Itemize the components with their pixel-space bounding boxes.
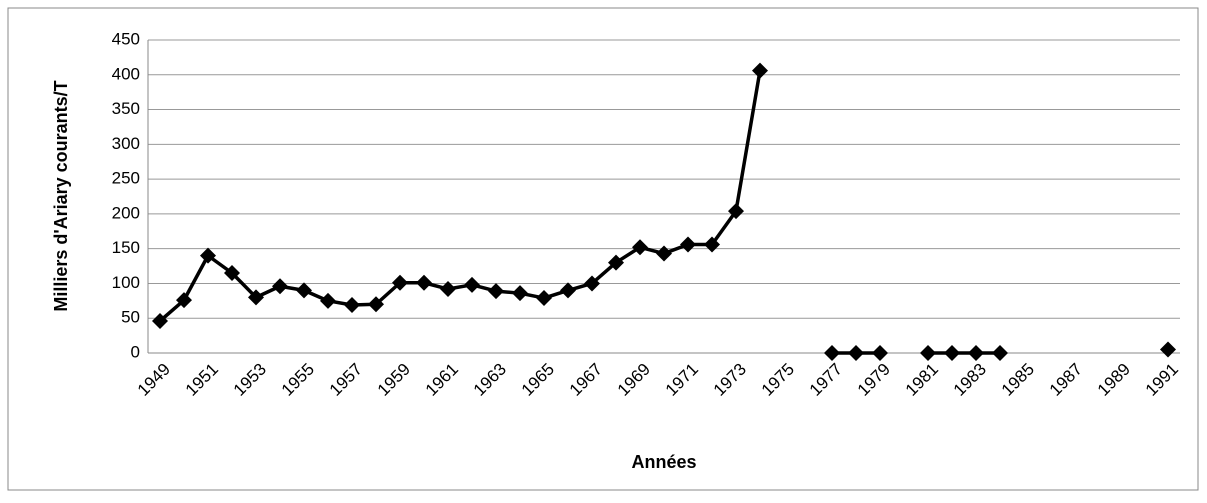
point-marker <box>440 281 456 298</box>
point-marker <box>872 345 888 361</box>
y-axis-label: Milliers d'Ariary courants/T <box>51 80 71 311</box>
point-marker <box>512 285 528 302</box>
point-marker <box>272 278 288 295</box>
point-marker <box>608 254 624 271</box>
y-tick-label: 200 <box>112 203 140 222</box>
point-marker <box>704 236 720 253</box>
y-tick-label: 0 <box>131 342 140 361</box>
point-marker <box>416 274 432 291</box>
point-marker <box>296 282 312 299</box>
y-tick-label: 100 <box>112 273 140 292</box>
y-tick-label: 150 <box>112 238 140 257</box>
point-marker <box>632 239 648 256</box>
y-tick-label: 350 <box>112 99 140 118</box>
point-marker <box>968 345 984 361</box>
point-marker <box>656 245 672 262</box>
y-tick-label: 50 <box>121 308 140 327</box>
point-marker <box>344 297 360 314</box>
point-marker <box>464 276 480 293</box>
point-marker <box>728 203 744 220</box>
y-tick-label: 400 <box>112 64 140 83</box>
point-marker <box>248 289 264 306</box>
point-marker <box>224 265 240 282</box>
point-marker <box>152 313 168 330</box>
x-axis-label: Années <box>631 452 696 472</box>
point-marker <box>536 290 552 307</box>
y-tick-label: 250 <box>112 169 140 188</box>
point-marker <box>992 345 1008 361</box>
y-tick-label: 450 <box>112 29 140 48</box>
point-marker <box>848 345 864 361</box>
point-marker <box>176 292 192 309</box>
point-marker <box>392 274 408 291</box>
point-marker <box>1160 341 1176 358</box>
point-marker <box>488 283 504 300</box>
point-marker <box>824 345 840 361</box>
point-marker <box>320 292 336 309</box>
point-marker <box>584 275 600 292</box>
point-marker <box>944 345 960 361</box>
point-marker <box>560 282 576 299</box>
point-marker <box>752 62 768 79</box>
y-tick-label: 300 <box>112 134 140 153</box>
point-marker <box>368 296 384 313</box>
point-marker <box>920 345 936 361</box>
point-marker <box>200 247 216 264</box>
point-marker <box>680 236 696 253</box>
